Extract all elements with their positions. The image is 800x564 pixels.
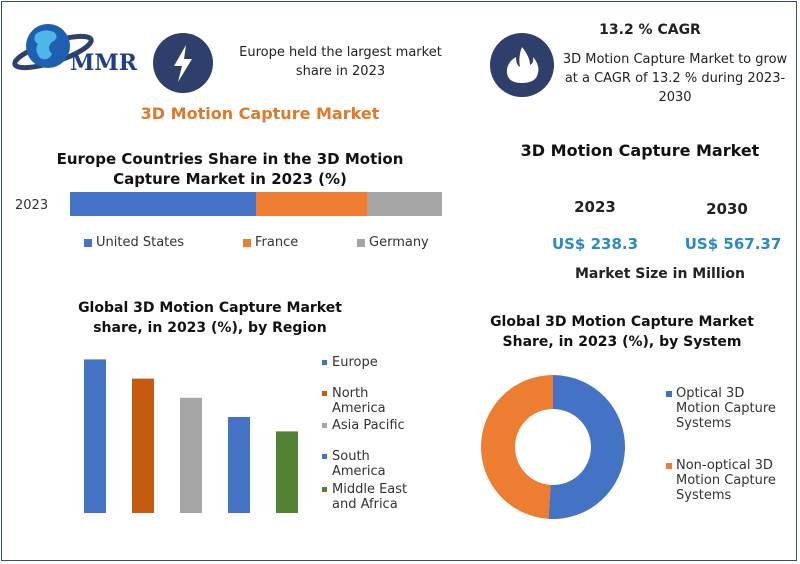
legend-label: Non-optical 3D Motion Capture Systems: [676, 458, 776, 503]
region-legend-item: South America: [320, 449, 408, 479]
stacked-bar-segment-1: [256, 192, 368, 216]
year-2023: 2023: [574, 198, 616, 216]
legend-swatch: [322, 487, 327, 492]
value-2030: US$ 567.37: [684, 235, 782, 253]
legend-swatch: [666, 463, 672, 469]
stacked-legend-item: United States: [84, 235, 184, 250]
legend-swatch: [322, 454, 327, 459]
legend-label: South America: [332, 449, 386, 479]
stacked-bar-segment-2: [367, 192, 442, 216]
system-chart-title: Global 3D Motion Capture Market Share, i…: [490, 314, 754, 350]
legend-swatch: [666, 391, 672, 397]
value-2023: US$ 238.3: [551, 235, 639, 253]
cagr-title: 13.2 % CAGR: [599, 22, 701, 38]
europe-share-text: Europe held the largest market share in …: [239, 45, 442, 79]
region-legend-item: North America: [320, 386, 408, 416]
stacked-legend-item: Germany: [357, 235, 429, 250]
system-donut-chart: [478, 372, 628, 522]
legend-label: United States: [96, 235, 185, 250]
legend-label: Germany: [369, 235, 429, 250]
globe-icon: [12, 24, 94, 71]
legend-swatch: [322, 391, 327, 396]
region-bar-3: [228, 417, 250, 513]
region-bar-4: [276, 431, 298, 513]
region-legend-item: Asia Pacific: [320, 418, 408, 433]
logo-text: MMR: [70, 50, 137, 76]
mmr-logo: MMR: [8, 20, 143, 82]
flame-icon: [506, 47, 539, 83]
stacked-bar-svg: 2023: [15, 192, 442, 216]
legend-swatch: [84, 238, 92, 247]
legend-swatch: [357, 238, 365, 247]
region-bar-2: [180, 397, 202, 513]
stacked-bar-segment-0: [70, 192, 256, 216]
legend-label: Optical 3D Motion Capture Systems: [676, 386, 776, 431]
market-size-title: 3D Motion Capture Market: [520, 141, 760, 160]
flame-icon-circle: [490, 33, 554, 97]
market-size-caption: Market Size in Million: [574, 266, 746, 282]
region-bar-svg: [84, 359, 298, 513]
region-chart-title: Global 3D Motion Capture Market share, i…: [78, 300, 342, 336]
main-title: 3D Motion Capture Market: [140, 104, 380, 123]
donut-svg: [481, 375, 626, 519]
legend-label: Asia Pacific: [332, 418, 405, 433]
legend-label: North America: [332, 386, 386, 416]
stacked-legend-item: France: [243, 235, 298, 250]
year-2030: 2030: [706, 200, 748, 218]
legend-swatch: [243, 238, 251, 247]
donut-legend-item: Optical 3D Motion Capture Systems: [664, 386, 782, 431]
legend-label: Europe: [332, 355, 378, 370]
europe-stacked-chart: 2023: [15, 190, 455, 220]
legend-swatch: [322, 360, 327, 365]
cagr-text: 3D Motion Capture Market to grow at a CA…: [562, 52, 788, 105]
region-bar-1: [132, 378, 154, 513]
region-bar-chart: [70, 345, 310, 515]
region-legend-item: Middle East and Africa: [320, 482, 408, 512]
lightning-icon-circle: [153, 33, 213, 93]
legend-label: Middle East and Africa: [332, 482, 408, 512]
donut-slice-0: [548, 375, 626, 519]
region-legend-item: Europe: [320, 355, 408, 370]
region-bar-0: [84, 359, 106, 513]
europe-chart-title: Europe Countries Share in the 3D Motion …: [56, 150, 404, 188]
stacked-category-label: 2023: [15, 198, 48, 213]
legend-swatch: [322, 423, 327, 428]
legend-label: France: [255, 235, 299, 250]
donut-slice-1: [481, 375, 553, 519]
lightning-icon: [174, 45, 192, 82]
donut-legend-item: Non-optical 3D Motion Capture Systems: [664, 458, 782, 503]
